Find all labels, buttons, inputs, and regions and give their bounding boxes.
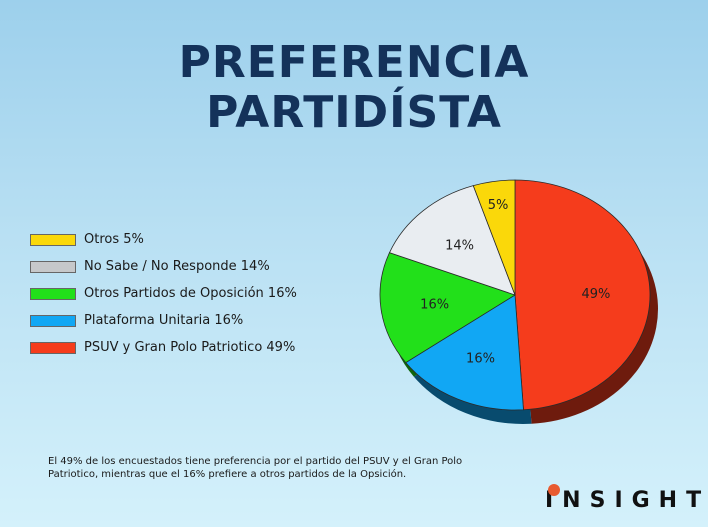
legend-item: PSUV y Gran Polo Patriotico 49% [30,334,297,361]
chart-title: PREFERENCIA PARTIDÍSTA [0,38,708,138]
caption: El 49% de los encuestados tiene preferen… [48,456,463,480]
pie-chart: 49% 16% 16% 14% 5% [379,179,658,424]
legend-item: Otros 5% [30,226,297,253]
legend-swatch [30,260,76,273]
legend-label: Otros Partidos de Oposición 16% [84,286,297,301]
logo-mark-icon [548,484,560,496]
legend-swatch [30,233,76,246]
pie-slice-label: 49% [582,287,611,302]
legend-swatch [30,314,76,327]
pie-slice-label: 5% [488,198,509,213]
insight-logo: INSIGHT [545,482,708,513]
legend: Otros 5% No Sabe / No Responde 14% Otros… [30,226,297,361]
pie-slice [379,252,516,364]
title-line-2: PARTIDÍSTA [206,87,502,138]
legend-label: Otros 5% [84,232,144,247]
legend-swatch [30,341,76,354]
pie-slice-label: 16% [466,351,495,366]
pie-slice-label: 16% [420,298,449,313]
pie-slice-label: 14% [445,239,474,254]
pie-slice [472,179,516,296]
title-line-1: PREFERENCIA [178,37,530,88]
legend-item: Otros Partidos de Oposición 16% [30,280,297,307]
legend-label: No Sabe / No Responde 14% [84,259,270,274]
legend-item: No Sabe / No Responde 14% [30,253,297,280]
pie-slice [514,179,651,411]
legend-swatch [30,287,76,300]
logo-text: INSIGHT [545,488,708,513]
legend-label: PSUV y Gran Polo Patriotico 49% [84,340,296,355]
legend-label: Plataforma Unitaria 16% [84,313,244,328]
pie-slice [405,294,524,411]
legend-item: Plataforma Unitaria 16% [30,307,297,334]
